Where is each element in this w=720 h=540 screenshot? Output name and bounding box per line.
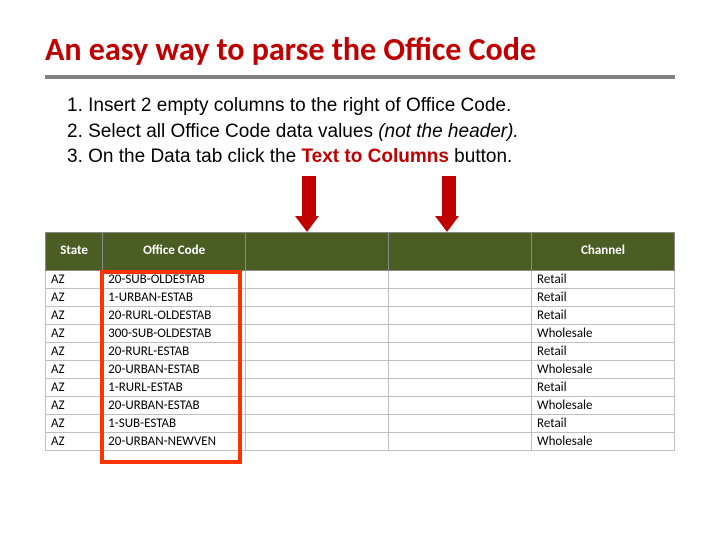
col-header-channel: Channel — [532, 232, 675, 270]
table-cell: AZ — [46, 270, 103, 288]
table-cell — [389, 432, 532, 450]
table-cell: Retail — [532, 378, 675, 396]
table-header-row: State Office Code Channel — [46, 232, 675, 270]
table-cell — [246, 432, 389, 450]
table-cell: 1-SUB-ESTAB — [103, 414, 246, 432]
table-cell: Retail — [532, 306, 675, 324]
table-row: AZ1-SUB-ESTAB Retail — [46, 414, 675, 432]
step-2: 2. Select all Office Code data values (n… — [67, 119, 675, 145]
table-cell: 20-URBAN-ESTAB — [103, 360, 246, 378]
table-cell: AZ — [46, 306, 103, 324]
table-cell — [246, 378, 389, 396]
table-cell — [389, 360, 532, 378]
slide-title: An easy way to parse the Office Code — [45, 30, 675, 69]
table-cell: Wholesale — [532, 360, 675, 378]
table-cell: AZ — [46, 342, 103, 360]
table-cell: Retail — [532, 288, 675, 306]
arrow-head — [435, 216, 459, 232]
table-cell — [389, 288, 532, 306]
table-cell — [246, 324, 389, 342]
table-cell: Retail — [532, 342, 675, 360]
table-cell: AZ — [46, 414, 103, 432]
table-cell: 300-SUB-OLDESTAB — [103, 324, 246, 342]
steps-list: 1. Insert 2 empty columns to the right o… — [67, 93, 675, 170]
table-row: AZ20-RURL-ESTAB Retail — [46, 342, 675, 360]
col-header-empty-1 — [246, 232, 389, 270]
step-3-emphasis: Text to Columns — [301, 146, 448, 167]
arrow-shaft — [442, 176, 456, 216]
arrow-shaft — [302, 176, 316, 216]
table-cell: 20-URBAN-NEWVEN — [103, 432, 246, 450]
table-row: AZ1-RURL-ESTAB Retail — [46, 378, 675, 396]
data-table: State Office Code Channel AZ20-SUB-OLDES… — [45, 232, 675, 451]
table-row: AZ300-SUB-OLDESTAB Wholesale — [46, 324, 675, 342]
table-cell: AZ — [46, 324, 103, 342]
arrow-head — [295, 216, 319, 232]
table-cell: 20-URBAN-ESTAB — [103, 396, 246, 414]
table-cell: AZ — [46, 432, 103, 450]
table-body: AZ20-SUB-OLDESTABRetailAZ1-URBAN-ESTABRe… — [46, 270, 675, 450]
arrow-2 — [440, 176, 458, 232]
step-1-text: 1. Insert 2 empty columns to the right o… — [67, 95, 511, 116]
table-cell — [246, 396, 389, 414]
table-cell: AZ — [46, 360, 103, 378]
table-row: AZ20-URBAN-ESTAB Wholesale — [46, 360, 675, 378]
table-cell: Wholesale — [532, 396, 675, 414]
table-cell — [389, 342, 532, 360]
step-2-italic: (not the header). — [378, 121, 518, 142]
step-3-prefix: 3. On the Data tab click the — [67, 146, 301, 167]
step-3: 3. On the Data tab click the Text to Col… — [67, 144, 675, 170]
col-header-empty-2 — [389, 232, 532, 270]
table-cell: Wholesale — [532, 432, 675, 450]
table-cell — [246, 306, 389, 324]
step-1: 1. Insert 2 empty columns to the right o… — [67, 93, 675, 119]
table-cell: 1-RURL-ESTAB — [103, 378, 246, 396]
table-cell — [389, 306, 532, 324]
table-cell: Wholesale — [532, 324, 675, 342]
table-cell — [246, 360, 389, 378]
table-row: AZ20-RURL-OLDESTAB Retail — [46, 306, 675, 324]
table-row: AZ20-URBAN-ESTAB Wholesale — [46, 396, 675, 414]
table-cell: 20-RURL-OLDESTAB — [103, 306, 246, 324]
table-cell: 1-URBAN-ESTAB — [103, 288, 246, 306]
table-cell — [389, 270, 532, 288]
col-header-office-code: Office Code — [103, 232, 246, 270]
table-cell: 20-RURL-ESTAB — [103, 342, 246, 360]
table-cell: 20-SUB-OLDESTAB — [103, 270, 246, 288]
table-cell: Retail — [532, 414, 675, 432]
table-cell — [246, 288, 389, 306]
table-cell: AZ — [46, 396, 103, 414]
table-cell — [389, 414, 532, 432]
table-cell: AZ — [46, 378, 103, 396]
table-row: AZ1-URBAN-ESTAB Retail — [46, 288, 675, 306]
col-header-state: State — [46, 232, 103, 270]
table-cell: AZ — [46, 288, 103, 306]
step-3-suffix: button. — [449, 146, 512, 167]
step-2-prefix: 2. Select all Office Code data values — [67, 121, 378, 142]
table-cell — [389, 378, 532, 396]
table-cell — [246, 342, 389, 360]
table-cell — [389, 324, 532, 342]
table-cell — [246, 270, 389, 288]
table-cell — [389, 396, 532, 414]
arrows-region — [45, 176, 675, 232]
table-row: AZ20-URBAN-NEWVEN Wholesale — [46, 432, 675, 450]
arrow-1 — [300, 176, 318, 232]
table-cell: Retail — [532, 270, 675, 288]
table-cell — [246, 414, 389, 432]
title-underline — [45, 75, 675, 79]
table-row: AZ20-SUB-OLDESTAB Retail — [46, 270, 675, 288]
table-wrap: State Office Code Channel AZ20-SUB-OLDES… — [45, 232, 675, 451]
